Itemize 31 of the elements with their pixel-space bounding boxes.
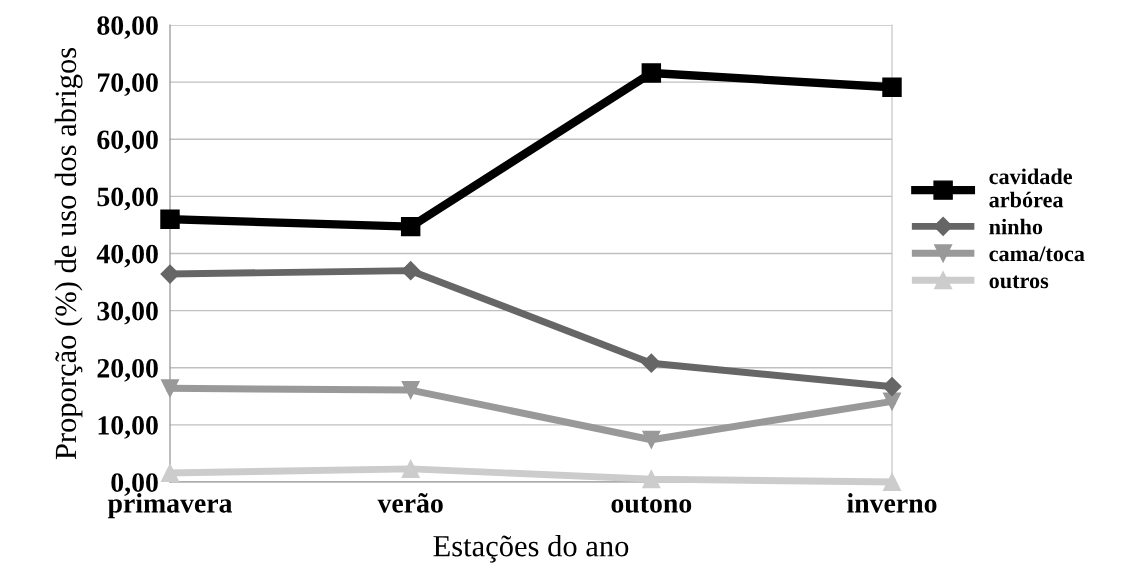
y-tick-label: 70,00 [97, 73, 158, 97]
point [642, 430, 661, 449]
x-tick-label: inverno [847, 493, 937, 513]
x-tick-label: verão [377, 493, 443, 513]
point [160, 463, 180, 482]
y-tick-label: 60,00 [97, 130, 158, 154]
y-axis-title: Proporção (%) de uso dos abrigos [54, 47, 83, 460]
point [882, 472, 902, 492]
legend-label: ninho [989, 218, 1043, 235]
y-tick-label: 50,00 [97, 187, 158, 211]
x-tick-label: outono [611, 496, 692, 513]
legend-label: cama/toca [989, 246, 1085, 262]
point [641, 353, 661, 373]
y-tick-label: 20,00 [97, 358, 158, 382]
point [882, 77, 902, 97]
y-tick-label: 80,00 [97, 16, 158, 39]
y-tick-label: 30,00 [97, 301, 158, 325]
point [641, 63, 662, 83]
point [882, 377, 902, 397]
point [160, 379, 180, 398]
point [160, 209, 180, 229]
point [160, 264, 180, 284]
point [401, 459, 420, 478]
point [642, 470, 661, 489]
point [401, 381, 420, 400]
point [400, 216, 421, 237]
x-axis-title: Estações do ano [433, 534, 629, 563]
legend-label: outros [989, 275, 1049, 289]
y-tick-label: 10,00 [98, 416, 158, 439]
y-tick-label: 40,00 [96, 244, 158, 268]
point [401, 261, 421, 281]
